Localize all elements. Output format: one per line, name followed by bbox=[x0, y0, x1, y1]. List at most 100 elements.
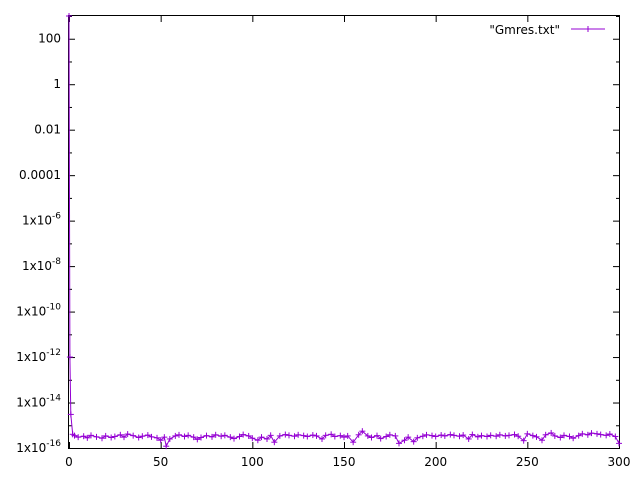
data-point-marker bbox=[570, 435, 577, 442]
data-point-marker bbox=[557, 434, 564, 441]
legend-label-gmres: "Gmres.txt" bbox=[489, 23, 560, 37]
data-point-marker bbox=[502, 432, 509, 439]
data-point-marker bbox=[484, 433, 490, 440]
data-point-marker bbox=[438, 432, 445, 439]
data-point-marker bbox=[161, 434, 168, 441]
data-point-marker bbox=[71, 432, 78, 439]
data-point-marker bbox=[506, 432, 512, 439]
x-tick-label: 200 bbox=[424, 455, 447, 469]
data-point-marker bbox=[319, 435, 325, 442]
data-point-marker bbox=[548, 429, 555, 436]
x-tick-label: 100 bbox=[241, 455, 264, 469]
y-tick-label: 1x10-16 bbox=[16, 439, 61, 455]
data-point-marker bbox=[460, 432, 467, 439]
data-point-marker bbox=[135, 434, 142, 441]
data-point-marker bbox=[300, 432, 307, 439]
data-point-marker bbox=[423, 431, 430, 438]
data-point-marker bbox=[612, 433, 619, 440]
data-point-marker bbox=[212, 431, 219, 438]
y-tick-mantissa: 100 bbox=[38, 32, 61, 46]
series-line-gmres bbox=[68, 15, 620, 448]
data-point-marker bbox=[383, 433, 390, 440]
data-point-marker bbox=[419, 433, 426, 440]
data-point-marker bbox=[166, 435, 173, 442]
data-point-marker bbox=[410, 438, 417, 445]
data-point-marker bbox=[209, 433, 215, 440]
data-point-marker bbox=[93, 433, 100, 440]
y-tick-exponent: -6 bbox=[52, 212, 61, 222]
data-point-marker bbox=[157, 437, 164, 444]
data-point-marker bbox=[566, 433, 573, 440]
data-point-marker bbox=[264, 435, 270, 442]
data-point-marker bbox=[364, 432, 371, 439]
data-point-marker bbox=[579, 430, 586, 437]
data-point-marker bbox=[594, 430, 600, 437]
data-point-marker bbox=[456, 433, 463, 440]
data-point-marker bbox=[102, 432, 109, 439]
y-tick-exponent: -8 bbox=[52, 257, 61, 267]
data-point-marker bbox=[331, 433, 338, 440]
data-point-marker bbox=[551, 432, 558, 439]
data-point-marker bbox=[561, 432, 567, 439]
data-point-marker bbox=[524, 430, 531, 437]
y-tick-label: 0.0001 bbox=[19, 168, 61, 182]
data-point-marker bbox=[258, 434, 265, 441]
y-tick-mantissa: 1x10 bbox=[16, 350, 46, 364]
data-point-marker bbox=[432, 433, 439, 440]
data-point-marker bbox=[304, 433, 311, 440]
data-point-marker bbox=[529, 432, 536, 439]
data-point-marker bbox=[309, 432, 316, 439]
data-point-marker bbox=[249, 435, 256, 442]
y-tick-exponent: -12 bbox=[46, 348, 61, 358]
data-point-marker bbox=[130, 432, 137, 439]
data-point-marker bbox=[240, 431, 247, 438]
data-point-marker bbox=[245, 432, 252, 439]
y-axis: 10010.010.00011x10-61x10-81x10-101x10-12… bbox=[16, 16, 619, 455]
x-tick-label: 0 bbox=[65, 455, 73, 469]
data-point-marker bbox=[533, 433, 540, 440]
data-point-marker bbox=[66, 354, 73, 361]
data-point-marker bbox=[236, 433, 243, 440]
data-point-marker bbox=[84, 434, 91, 441]
data-point-marker bbox=[254, 437, 261, 444]
data-point-marker bbox=[487, 432, 494, 439]
series-layer bbox=[66, 13, 622, 450]
x-axis: 0 50 100 150 200 250 300 bbox=[65, 16, 630, 469]
data-point-marker bbox=[341, 434, 347, 441]
y-tick-mantissa: 1 bbox=[53, 77, 61, 91]
data-point-marker bbox=[414, 434, 421, 441]
data-point-marker bbox=[465, 435, 472, 442]
y-tick-label: 1x10-12 bbox=[16, 348, 61, 364]
data-point-marker bbox=[429, 432, 435, 439]
y-tick-mantissa: 1x10 bbox=[16, 441, 46, 455]
data-point-marker bbox=[616, 440, 622, 447]
data-point-marker bbox=[88, 432, 94, 439]
data-point-marker bbox=[451, 432, 457, 439]
legend: "Gmres.txt" bbox=[489, 23, 605, 37]
y-tick-label: 1 bbox=[53, 77, 61, 91]
data-point-marker bbox=[203, 432, 210, 439]
data-point-marker bbox=[606, 431, 613, 438]
data-point-marker bbox=[474, 433, 481, 440]
data-point-marker bbox=[368, 434, 375, 441]
data-point-marker bbox=[231, 435, 237, 442]
data-point-marker bbox=[478, 432, 485, 439]
y-tick-exponent: -16 bbox=[46, 439, 61, 449]
data-point-marker bbox=[282, 431, 289, 438]
y-tick-label: 0.01 bbox=[34, 123, 61, 137]
data-point-marker bbox=[496, 431, 503, 438]
data-point-marker bbox=[190, 434, 197, 441]
y-tick-mantissa: 1x10 bbox=[22, 214, 52, 228]
data-point-marker bbox=[181, 433, 188, 440]
data-point-marker bbox=[66, 13, 72, 19]
data-point-marker bbox=[75, 434, 82, 441]
data-point-marker bbox=[328, 431, 335, 438]
data-point-marker bbox=[493, 433, 500, 440]
x-tick-label: 250 bbox=[516, 455, 539, 469]
y-tick-mantissa: 1x10 bbox=[16, 396, 46, 410]
data-point-marker bbox=[80, 433, 87, 440]
x-tick-label: 150 bbox=[333, 455, 356, 469]
y-tick-label: 100 bbox=[38, 32, 61, 46]
data-point-marker bbox=[185, 432, 192, 439]
